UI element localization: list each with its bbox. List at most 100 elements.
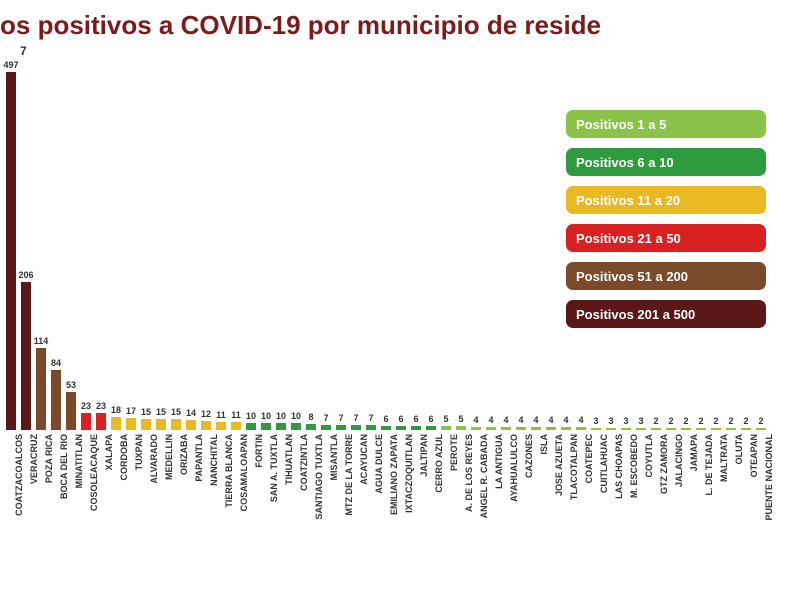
bar-value-label: 4: [473, 415, 478, 425]
bar-value-label: 10: [261, 411, 271, 421]
bar-category-label: MINATITLAN: [74, 434, 84, 488]
bar-value-label: 3: [623, 416, 628, 426]
bar-category-label: A. DE LOS REYES: [464, 434, 474, 512]
bar: [216, 422, 226, 430]
bar: [231, 422, 241, 430]
bar: [441, 426, 451, 430]
bar-item: 3COYUTLA: [634, 428, 648, 430]
bar: [621, 428, 631, 430]
bar-value-label: 206: [18, 270, 33, 280]
bar-category-label: IXTACZOQUITLAN: [404, 434, 414, 513]
bar-item: 6JALTIPAN: [409, 426, 423, 430]
bar-value-label: 10: [276, 411, 286, 421]
bar-value-label: 4: [533, 415, 538, 425]
bar-category-label: PUENTE NACIONAL: [764, 434, 774, 521]
bar-value-label: 2: [698, 416, 703, 426]
bar-category-label: LAS CHOAPAS: [614, 434, 624, 499]
legend: Positivos 1 a 5Positivos 6 a 10Positivos…: [566, 110, 766, 338]
bar: [471, 427, 481, 430]
bar: [711, 428, 721, 430]
bar: [591, 428, 601, 430]
bar-category-label: MISANTLA: [329, 434, 339, 481]
bar-category-label: VERACRUZ: [29, 434, 39, 484]
bar-category-label: PEROTE: [449, 434, 459, 471]
bar-category-label: LA ANTIGUA: [494, 434, 504, 489]
bar-value-label: 2: [668, 416, 673, 426]
bar-item: 11COSAMALOAPAN: [229, 422, 243, 430]
bar-category-label: TLACOTALPAN: [569, 434, 579, 500]
bar: [456, 426, 466, 430]
bar-category-label: TUXPAN: [134, 434, 144, 470]
bar-item: 10FORTIN: [244, 423, 258, 430]
bar-category-label: SANTIAGO TUXTLA: [314, 434, 324, 520]
bar-item: 7AGUA DULCE: [364, 425, 378, 430]
bar: [66, 392, 76, 430]
bar-value-label: 2: [758, 416, 763, 426]
bar-category-label: BOCA DEL RIO: [59, 434, 69, 499]
bar-item: 4JOSE AZUETA: [544, 427, 558, 430]
bar-category-label: ALVARADO: [149, 434, 159, 484]
legend-item: Positivos 6 a 10: [566, 148, 766, 176]
bar: [291, 423, 301, 430]
bar-item: 4TLACOTALPAN: [559, 427, 573, 430]
bar-item: 10TIHUATLAN: [274, 423, 288, 430]
bar-category-label: TIHUATLAN: [284, 434, 294, 485]
bar-value-label: 7: [323, 413, 328, 423]
bar: [741, 428, 751, 430]
bar-item: 23XALAPA: [94, 413, 108, 430]
bar: [561, 427, 571, 430]
bar-category-label: ISLA: [539, 434, 549, 455]
bar-value-label: 23: [81, 401, 91, 411]
bar: [606, 428, 616, 430]
bar-category-label: ANGEL R. CABADA: [479, 434, 489, 518]
bar-value-label: 17: [126, 406, 136, 416]
bar-item: 2GTZ ZAMORA: [649, 428, 663, 430]
bar-value-label: 8: [308, 412, 313, 422]
bar-item: 11TIERRA BLANCA: [214, 422, 228, 430]
bar: [306, 424, 316, 430]
bar-item: 15ORIZABA: [169, 419, 183, 430]
bar: [576, 427, 586, 430]
bar-category-label: COSOLEACAQUE: [89, 434, 99, 511]
bar-value-label: 7: [368, 413, 373, 423]
bar-item: 14PAPANTLA: [184, 420, 198, 430]
bar-value-label: 6: [383, 414, 388, 424]
bar-value-label: 2: [743, 416, 748, 426]
legend-item: Positivos 51 a 200: [566, 262, 766, 290]
bar-category-label: XALAPA: [104, 434, 114, 470]
bar-category-label: COATZINTLA: [299, 434, 309, 491]
bar-value-label: 2: [728, 416, 733, 426]
bar-item: 3M. ESCOBEDO: [619, 428, 633, 430]
bar: [6, 72, 16, 430]
bar-category-label: SAN A. TUXTLA: [269, 434, 279, 502]
bar-item: 53MINATITLAN: [64, 392, 78, 430]
bar-value-label: 5: [458, 414, 463, 424]
bar: [381, 426, 391, 430]
bar-item: 4CAZONES: [514, 427, 528, 430]
bar: [756, 428, 766, 430]
bar: [351, 425, 361, 430]
bar-category-label: CUITLAHUAC: [599, 434, 609, 493]
bar-value-label: 4: [563, 415, 568, 425]
bar-category-label: PAPANTLA: [194, 434, 204, 482]
bar-item: 6EMILIANO ZAPATA: [379, 426, 393, 430]
bar-item: 2PUENTE NACIONAL: [754, 428, 768, 430]
bar: [486, 427, 496, 430]
bar-category-label: CERRO AZUL: [434, 434, 444, 493]
bar: [426, 426, 436, 430]
bar-value-label: 11: [216, 410, 226, 420]
bar-category-label: MTZ DE LA TORRE: [344, 434, 354, 516]
bar-category-label: FORTIN: [254, 434, 264, 468]
bar-category-label: COSAMALOAPAN: [239, 434, 249, 511]
bar: [366, 425, 376, 430]
bar-item: 2L. DE TEJADA: [694, 428, 708, 430]
bar: [276, 423, 286, 430]
bar-item: 4LA ANTIGUA: [484, 427, 498, 430]
bar-item: 2MALTRATA: [709, 428, 723, 430]
bar-value-label: 4: [518, 415, 523, 425]
bar: [126, 418, 136, 430]
bar: [246, 423, 256, 430]
bar-value-label: 15: [156, 407, 166, 417]
bar-value-label: 15: [141, 407, 151, 417]
bar-item: 12NANCHITAL: [199, 421, 213, 430]
